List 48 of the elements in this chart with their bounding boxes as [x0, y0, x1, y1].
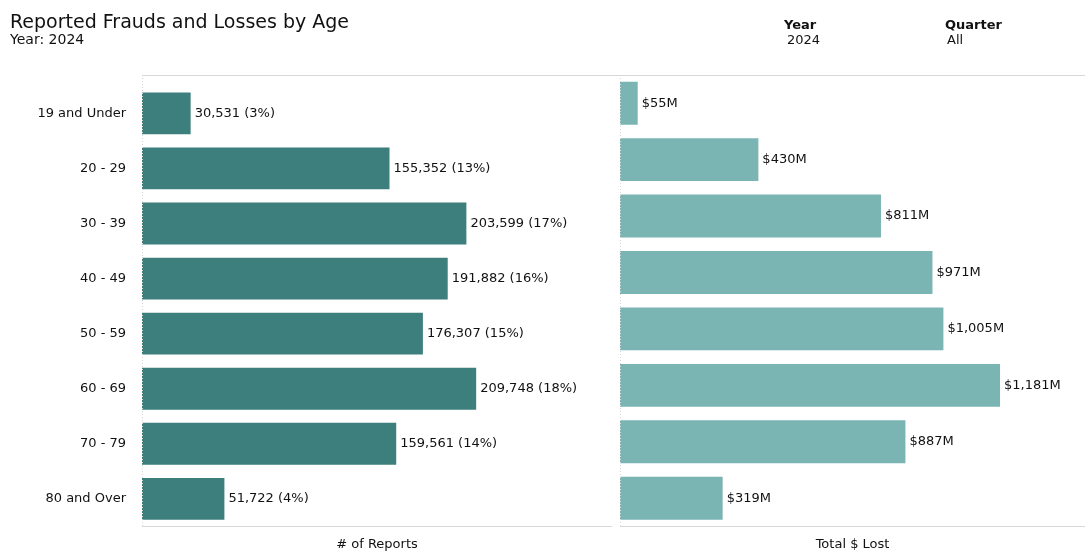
y-tick-label: 20 - 29	[79, 159, 126, 175]
bar	[620, 194, 881, 238]
bar	[620, 307, 944, 351]
data-label: $1,181M	[1004, 376, 1061, 392]
text: Year	[784, 17, 817, 32]
bar	[142, 422, 397, 465]
data-label: 159,561 (14%)	[400, 435, 498, 451]
data-label: 191,882 (16%)	[451, 269, 549, 285]
chart-title: Reported Frauds and Losses by Age	[10, 10, 349, 32]
data-label: $430M	[762, 151, 807, 167]
chart-subtitle: Year: 2024	[10, 31, 85, 47]
bar	[620, 251, 933, 294]
bar	[142, 202, 467, 245]
data-label: 203,599 (17%)	[470, 214, 568, 230]
data-label: 209,748 (18%)	[480, 380, 578, 396]
bar	[142, 257, 448, 300]
data-label: $811M	[884, 207, 930, 223]
bar	[620, 138, 759, 182]
y-tick-label: 30 - 39	[79, 214, 126, 230]
data-label: $1,005M	[947, 320, 1005, 336]
data-label: 30,531 (3%)	[194, 104, 276, 120]
data-label: $319M	[726, 489, 771, 505]
text: 2024	[787, 32, 821, 47]
text: All	[947, 32, 964, 47]
data-label: $887M	[909, 433, 954, 449]
bar	[620, 363, 1001, 407]
bar	[620, 420, 906, 464]
bar	[142, 92, 191, 135]
data-label: 155,352 (13%)	[393, 159, 491, 175]
bar	[142, 312, 423, 355]
x-axis-title: # of Reports	[336, 535, 418, 551]
bar	[620, 476, 723, 520]
bar	[620, 81, 638, 125]
y-tick-label: 40 - 49	[79, 269, 126, 285]
x-axis-title: Total $ Lost	[814, 535, 890, 551]
data-label: $55M	[641, 94, 678, 110]
y-tick-label: 50 - 59	[79, 325, 126, 341]
y-tick-label: 70 - 79	[79, 435, 126, 451]
y-tick-label: 60 - 69	[79, 380, 126, 396]
bar	[142, 147, 390, 190]
bar	[142, 367, 477, 410]
data-label: 51,722 (4%)	[228, 490, 309, 506]
y-tick-label: 80 and Over	[45, 490, 127, 506]
data-label: 176,307 (15%)	[426, 325, 524, 341]
y-tick-label: 19 and Under	[37, 104, 127, 120]
text: Quarter	[945, 17, 1002, 32]
data-label: $971M	[936, 263, 981, 279]
bar	[142, 477, 225, 520]
